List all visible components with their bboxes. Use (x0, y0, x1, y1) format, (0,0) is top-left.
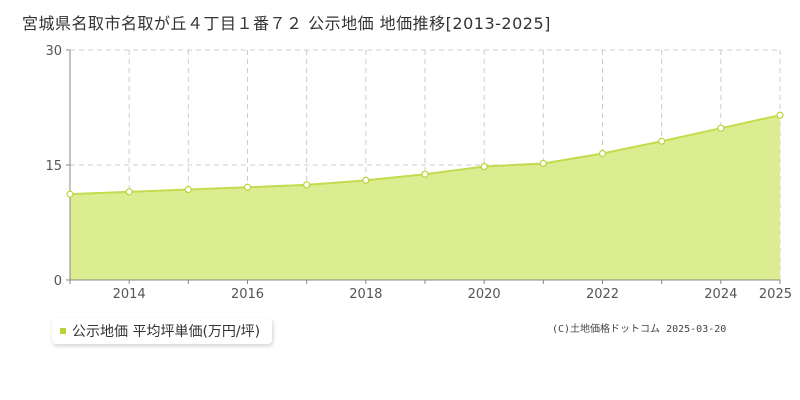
legend: 公示地価 平均坪単価(万円/坪) (52, 318, 273, 344)
x-tick-label: 2018 (349, 287, 382, 302)
chart-title: 宮城県名取市名取が丘４丁目１番７２ 公示地価 地価推移[2013-2025] (22, 14, 551, 33)
data-point (243, 183, 252, 191)
y-tick-label: 15 (45, 159, 62, 174)
x-tick-label: 2025 (759, 287, 792, 302)
data-point (421, 170, 429, 178)
data-point (539, 159, 547, 168)
data-point (184, 185, 192, 194)
data-point (66, 190, 74, 198)
legend-swatch (60, 328, 66, 334)
data-point (303, 181, 311, 189)
marker-layer (66, 111, 784, 198)
data-point (776, 111, 784, 119)
legend-label: 公示地価 平均坪単価(万円/坪) (72, 324, 261, 340)
data-point (658, 137, 666, 145)
x-tick-label: 2016 (231, 287, 264, 302)
credit-text: (C)土地価格ドットコム 2025-03-20 (552, 324, 727, 335)
x-tick-label: 2022 (586, 287, 619, 302)
x-tick-label: 2020 (468, 287, 501, 302)
data-point (125, 188, 133, 196)
x-tick-label: 2014 (113, 287, 146, 302)
data-point (717, 124, 725, 132)
axis-layer (66, 49, 781, 284)
data-point (598, 149, 607, 158)
y-tick-label: 30 (45, 44, 62, 59)
data-point (480, 162, 488, 171)
x-tick-label: 2024 (704, 287, 737, 302)
label-layer: 0 15 30 2014 2016 2018 2020 2022 2024 2025 (45, 44, 792, 302)
y-tick-label: 0 (54, 274, 62, 289)
data-point (362, 176, 370, 184)
